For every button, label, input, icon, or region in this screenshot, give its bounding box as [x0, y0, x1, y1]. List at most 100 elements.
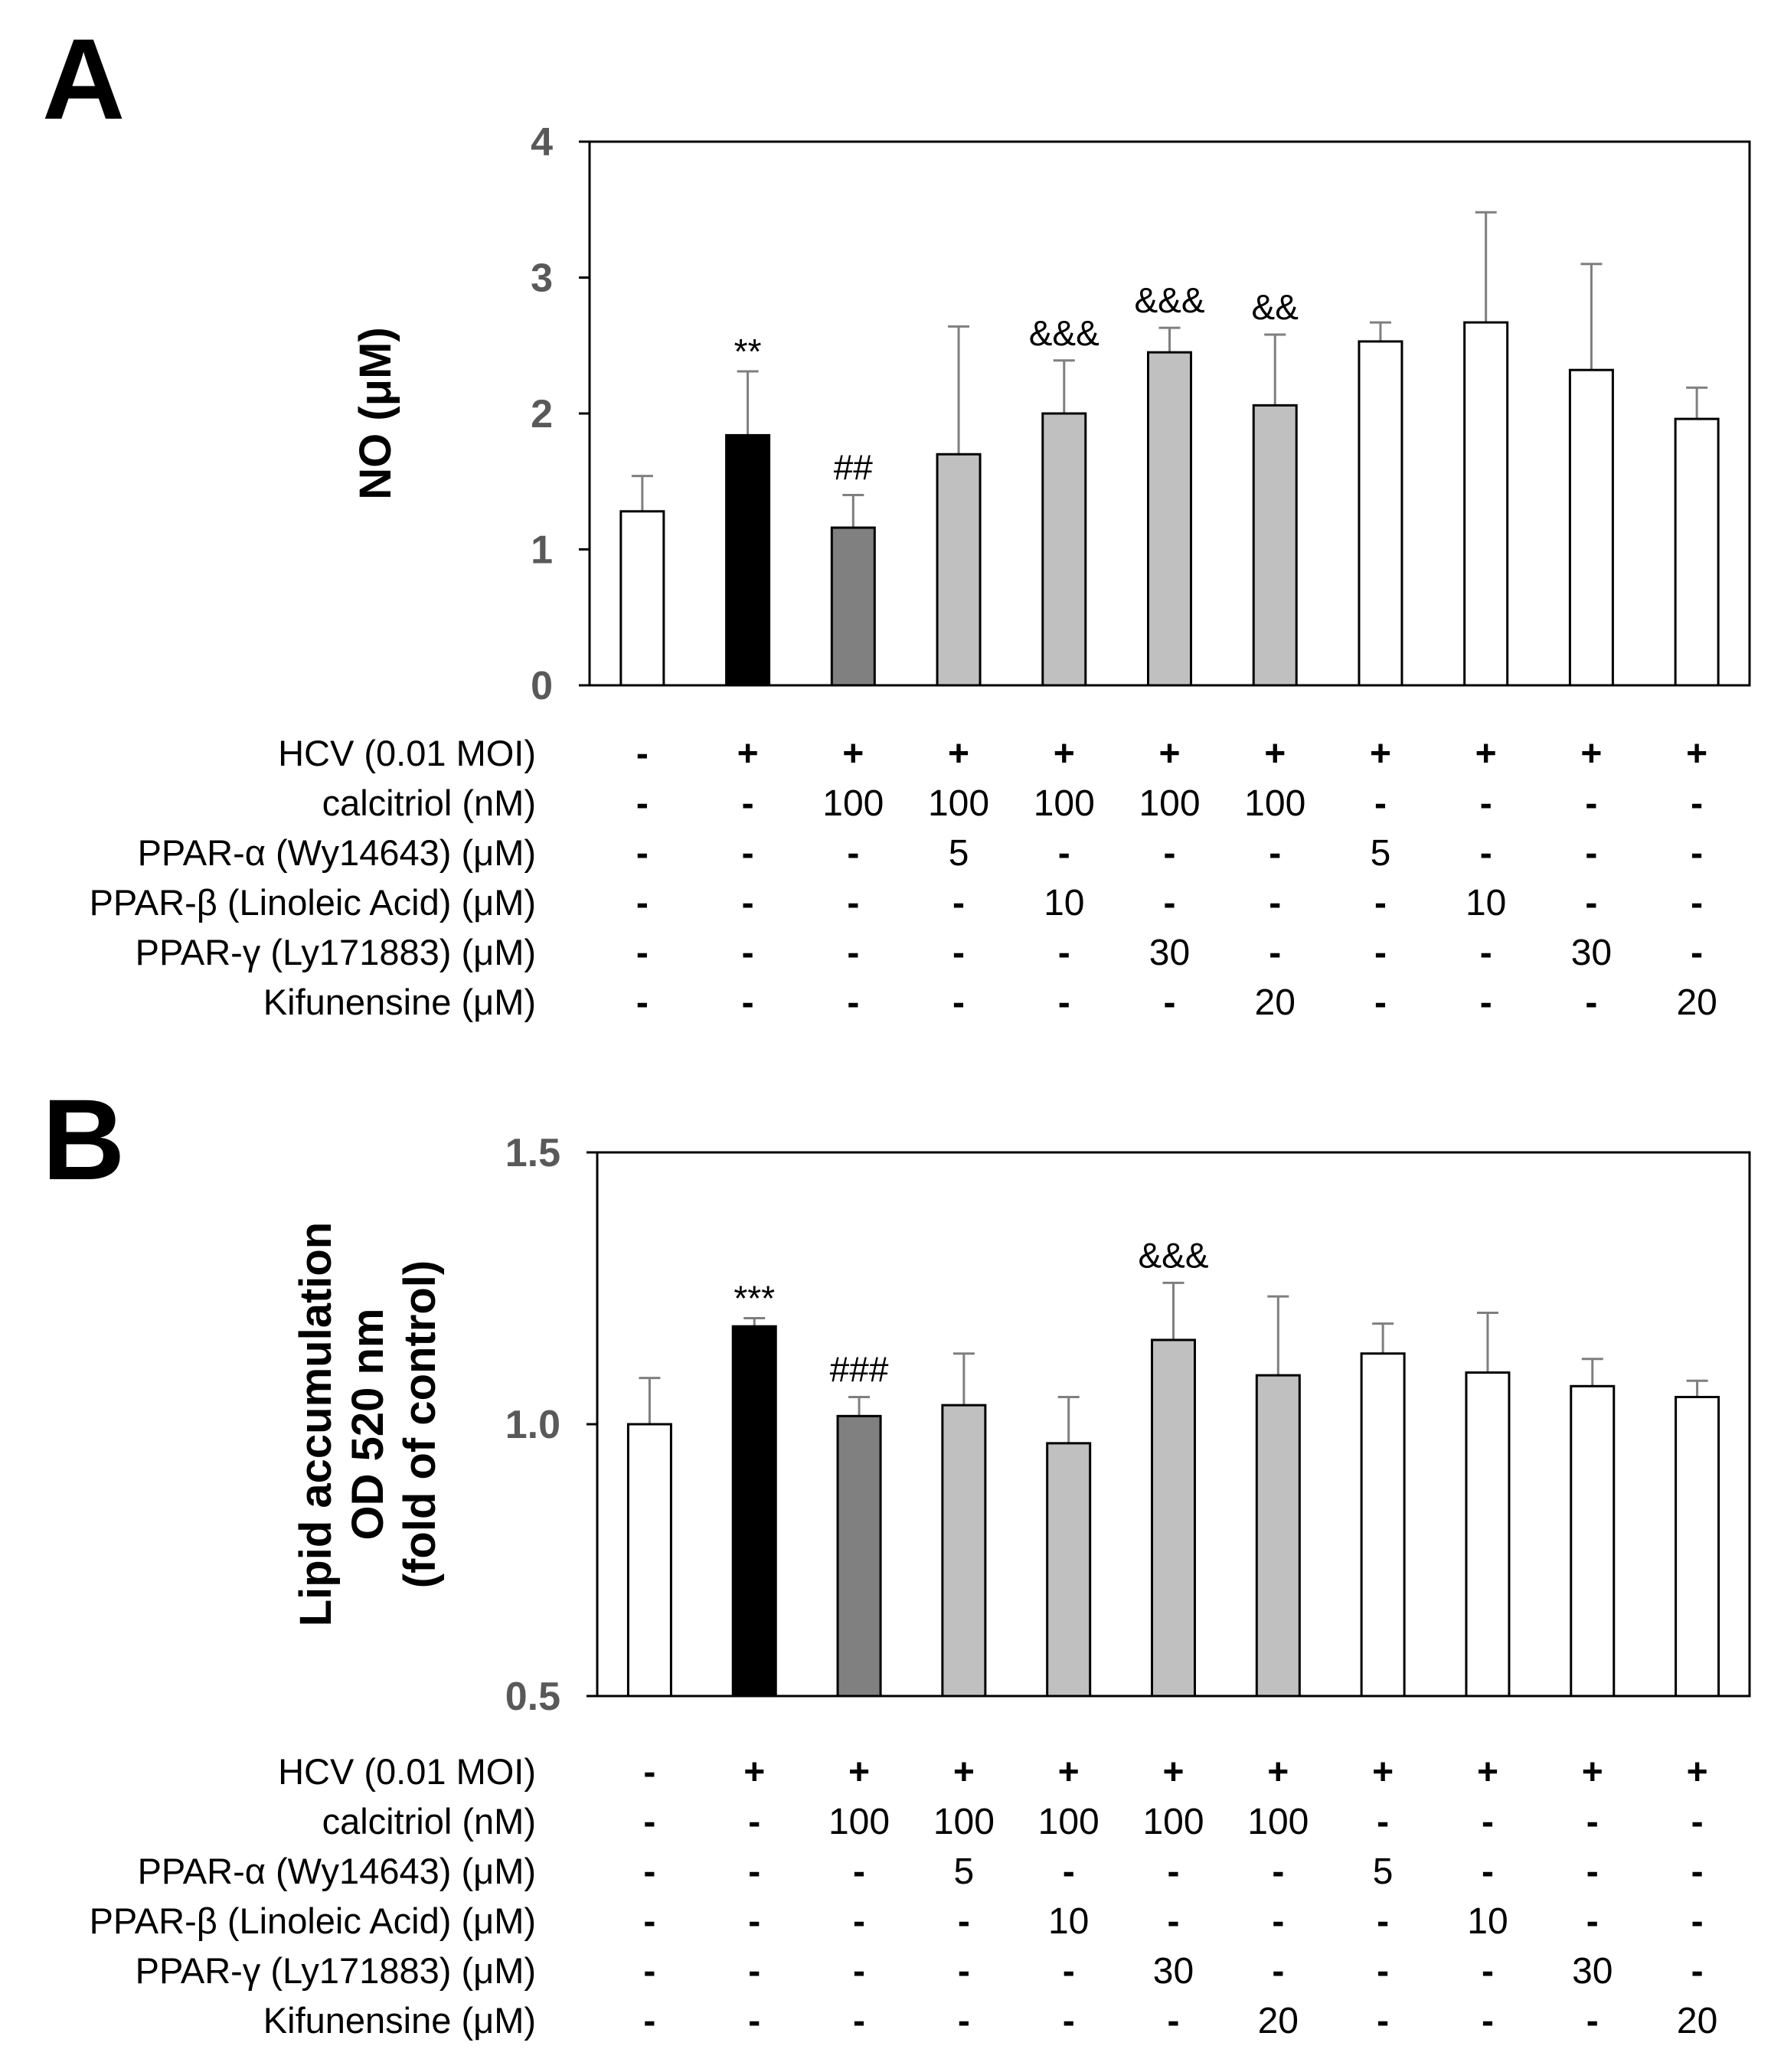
y-tick-label: 1.5 — [505, 1131, 560, 1175]
condition-cell: + — [953, 1752, 975, 1793]
condition-cell: - — [1691, 1951, 1704, 1992]
condition-cell: - — [1168, 1901, 1180, 1942]
condition-label: calcitriol (nM) — [322, 1801, 536, 1842]
bar — [1465, 1371, 1511, 1698]
condition-cell: - — [853, 1901, 865, 1942]
condition-cell: + — [743, 1752, 765, 1793]
condition-cell: - — [742, 833, 754, 874]
condition-label: PPAR-α (Wy14643) (μM) — [138, 1851, 536, 1891]
panel-a-letter: A — [42, 15, 125, 143]
condition-cell: - — [952, 982, 965, 1023]
y-tick-label: 4 — [531, 120, 553, 165]
condition-cell: - — [958, 1901, 970, 1942]
condition-cell: - — [958, 1951, 970, 1992]
condition-cell: + — [848, 1752, 870, 1793]
condition-label: Kifunensine (μM) — [263, 2000, 536, 2041]
condition-cell: 100 — [828, 1802, 890, 1842]
condition-cell: 5 — [949, 833, 969, 874]
significance-label: &&& — [1029, 313, 1100, 353]
condition-label: calcitriol (nM) — [322, 783, 536, 823]
condition-cell: - — [1480, 783, 1492, 824]
condition-cell: - — [853, 2001, 865, 2041]
condition-cell: - — [1480, 933, 1492, 973]
condition-cell: - — [1164, 883, 1176, 923]
condition-cell: - — [1585, 783, 1597, 824]
y-tick-label: 0.5 — [505, 1675, 560, 1719]
condition-cell: - — [1058, 833, 1070, 874]
condition-cell: - — [1691, 833, 1703, 874]
condition-cell: - — [1480, 982, 1492, 1023]
bar — [1151, 1338, 1196, 1698]
condition-cell: - — [1377, 2001, 1389, 2041]
condition-cell: - — [1164, 833, 1176, 874]
condition-cell: - — [748, 2001, 760, 2041]
bar — [1041, 412, 1087, 687]
bar — [731, 1325, 777, 1698]
y-tick-label: 1 — [531, 528, 553, 573]
condition-cell: - — [952, 933, 965, 973]
bar — [725, 433, 771, 687]
condition-label: PPAR-β (Linoleic Acid) (μM) — [90, 1900, 536, 1941]
significance-label: &&& — [1138, 1235, 1208, 1275]
condition-cell: - — [1272, 1951, 1284, 1992]
bar — [1358, 340, 1403, 687]
bar — [1252, 404, 1298, 687]
condition-cell: 30 — [1153, 1951, 1194, 1992]
condition-cell: + — [1267, 1752, 1289, 1793]
condition-label: PPAR-γ (Ly171883) (μM) — [136, 1950, 536, 1991]
significance-label: ** — [734, 332, 762, 371]
bar — [626, 1423, 672, 1698]
y-axis-label: (fold of control) — [395, 1260, 445, 1588]
condition-cell: - — [1482, 1851, 1494, 1892]
condition-cell: - — [1063, 2001, 1075, 2041]
condition-cell: 5 — [1371, 833, 1391, 874]
condition-cell: - — [636, 783, 649, 824]
condition-cell: - — [1272, 1901, 1284, 1942]
condition-cell: - — [643, 1901, 655, 1942]
condition-cell: - — [643, 1851, 655, 1892]
bar — [1046, 1442, 1092, 1698]
bar — [619, 510, 665, 687]
condition-cell: - — [847, 883, 859, 923]
bar — [1463, 321, 1509, 687]
condition-cell: - — [1269, 933, 1281, 973]
condition-cell: - — [1691, 933, 1703, 973]
condition-cell: - — [1269, 883, 1281, 923]
condition-cell: - — [1585, 883, 1597, 923]
bar — [936, 453, 982, 687]
condition-cell: - — [748, 1802, 760, 1842]
condition-cell: - — [847, 933, 859, 973]
condition-label: Kifunensine (μM) — [263, 982, 536, 1022]
y-tick-label: 0 — [531, 664, 553, 708]
condition-cell: 100 — [1247, 1802, 1309, 1842]
condition-label: HCV (0.01 MOI) — [278, 1751, 536, 1792]
condition-cell: - — [1585, 982, 1597, 1023]
condition-cell: - — [1482, 1802, 1494, 1842]
significance-label: ### — [830, 1350, 889, 1390]
condition-cell: - — [742, 982, 754, 1023]
condition-cell: - — [643, 1752, 655, 1793]
condition-cell: - — [1058, 933, 1070, 973]
condition-cell: - — [1482, 2001, 1494, 2041]
condition-cell: - — [742, 933, 754, 973]
condition-cell: + — [842, 734, 864, 774]
condition-cell: - — [1377, 1951, 1389, 1992]
condition-cell: - — [742, 883, 754, 923]
condition-cell: 20 — [1258, 2001, 1299, 2041]
condition-cell: - — [958, 2001, 970, 2041]
condition-cell: - — [1063, 1851, 1075, 1892]
condition-cell: - — [1586, 1802, 1599, 1842]
condition-cell: 10 — [1044, 883, 1084, 923]
bar — [1570, 1384, 1616, 1698]
condition-cell: + — [1058, 1752, 1080, 1793]
condition-cell: - — [748, 1901, 760, 1942]
condition-cell: - — [1691, 1851, 1704, 1892]
condition-cell: - — [636, 734, 649, 774]
condition-cell: - — [1168, 1851, 1180, 1892]
condition-cell: - — [1058, 982, 1070, 1023]
condition-cell: 30 — [1571, 933, 1612, 973]
condition-cell: - — [1377, 1901, 1389, 1942]
condition-cell: - — [1691, 783, 1703, 824]
condition-cell: + — [1475, 734, 1497, 774]
